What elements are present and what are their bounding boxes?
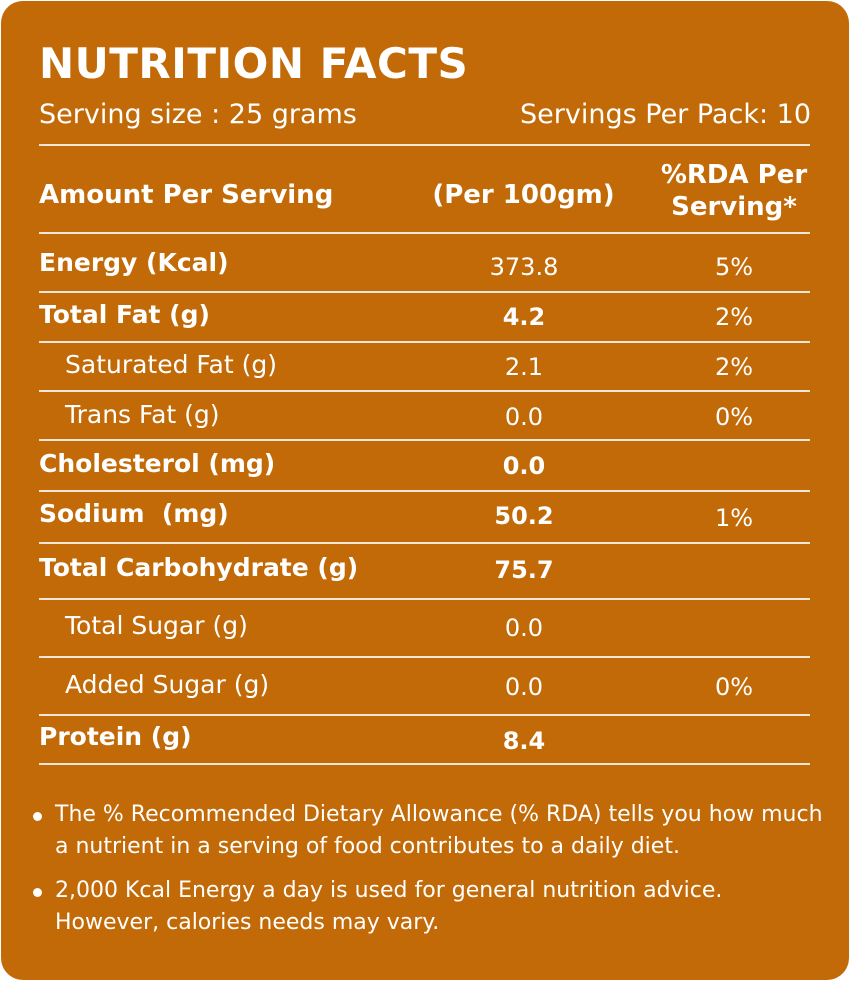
row-value: 0.0 xyxy=(504,614,544,642)
divider xyxy=(39,291,810,293)
divider xyxy=(39,232,810,234)
row-value: 0.0 xyxy=(504,403,544,431)
header-amount-per-serving: Amount Per Serving xyxy=(39,180,334,210)
row-value: 2.1 xyxy=(504,353,544,381)
header-rda-per-serving: %RDA Per Serving* xyxy=(641,159,827,223)
footnote-item: The % Recommended Dietary Allowance (% R… xyxy=(27,799,827,863)
row-value: 373.8 xyxy=(489,253,559,281)
divider xyxy=(39,439,810,441)
divider xyxy=(39,144,810,146)
row-name: Protein (g) xyxy=(39,722,192,751)
row-rda: 0% xyxy=(714,673,754,701)
footnote-item: 2,000 Kcal Energy a day is used for gene… xyxy=(27,875,827,939)
row-name: Cholesterol (mg) xyxy=(39,449,276,478)
row-name: Energy (Kcal) xyxy=(39,248,229,277)
divider xyxy=(39,542,810,544)
row-rda: 2% xyxy=(714,303,754,331)
header-rda-line-1: %RDA Per xyxy=(660,160,808,190)
row-value: 0.0 xyxy=(504,673,544,701)
bullet-icon xyxy=(33,812,42,821)
divider xyxy=(39,598,810,600)
header-per-100gm: (Per 100gm) xyxy=(432,180,615,210)
row-name: Sodium (mg) xyxy=(39,499,229,528)
footnote-text: 2,000 Kcal Energy a day is used for gene… xyxy=(55,878,723,935)
row-value: 8.4 xyxy=(502,727,546,755)
divider xyxy=(39,490,810,492)
row-value: 0.0 xyxy=(502,452,546,480)
row-rda: 0% xyxy=(714,403,754,431)
serving-size: Serving size : 25 grams xyxy=(39,99,357,130)
row-name: Total Carbohydrate (g) xyxy=(39,553,359,582)
divider xyxy=(39,763,810,765)
row-value: 75.7 xyxy=(494,556,554,584)
row-name: Saturated Fat (g) xyxy=(65,350,277,379)
row-name: Total Fat (g) xyxy=(39,300,210,329)
divider xyxy=(39,714,810,716)
divider xyxy=(39,390,810,392)
header-rda-line-2: Serving* xyxy=(671,192,797,222)
row-rda: 2% xyxy=(714,353,754,381)
row-value: 50.2 xyxy=(494,502,554,530)
servings-per-pack: Servings Per Pack: 10 xyxy=(520,99,811,130)
row-rda: 5% xyxy=(714,253,754,281)
row-name: Trans Fat (g) xyxy=(65,400,220,429)
bullet-icon xyxy=(33,888,42,897)
footnotes: The % Recommended Dietary Allowance (% R… xyxy=(27,799,827,951)
divider xyxy=(39,341,810,343)
panel-title: NUTRITION FACTS xyxy=(39,39,469,88)
row-name: Added Sugar (g) xyxy=(65,670,270,699)
row-value: 4.2 xyxy=(502,303,546,331)
footnote-text: The % Recommended Dietary Allowance (% R… xyxy=(55,802,823,859)
row-rda: 1% xyxy=(714,504,754,532)
divider xyxy=(39,656,810,658)
row-name: Total Sugar (g) xyxy=(65,611,248,640)
